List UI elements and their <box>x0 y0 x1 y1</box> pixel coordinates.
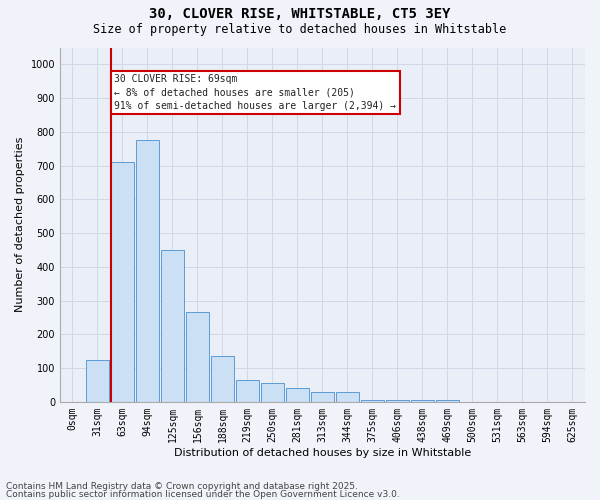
Text: 30 CLOVER RISE: 69sqm
← 8% of detached houses are smaller (205)
91% of semi-deta: 30 CLOVER RISE: 69sqm ← 8% of detached h… <box>114 74 396 111</box>
Text: 30, CLOVER RISE, WHITSTABLE, CT5 3EY: 30, CLOVER RISE, WHITSTABLE, CT5 3EY <box>149 8 451 22</box>
Bar <box>336 392 359 402</box>
Text: Size of property relative to detached houses in Whitstable: Size of property relative to detached ho… <box>94 22 506 36</box>
Bar <box>286 388 309 402</box>
Y-axis label: Number of detached properties: Number of detached properties <box>15 137 25 312</box>
Text: Contains public sector information licensed under the Open Government Licence v3: Contains public sector information licen… <box>6 490 400 499</box>
Bar <box>136 140 158 402</box>
Bar <box>236 380 259 402</box>
X-axis label: Distribution of detached houses by size in Whitstable: Distribution of detached houses by size … <box>174 448 471 458</box>
Bar <box>436 400 459 402</box>
Bar <box>411 400 434 402</box>
Bar <box>261 384 284 402</box>
Bar <box>211 356 233 402</box>
Bar <box>386 400 409 402</box>
Text: Contains HM Land Registry data © Crown copyright and database right 2025.: Contains HM Land Registry data © Crown c… <box>6 482 358 491</box>
Bar <box>86 360 109 402</box>
Bar <box>361 400 384 402</box>
Bar <box>161 250 184 402</box>
Bar <box>111 162 134 402</box>
Bar <box>311 392 334 402</box>
Bar <box>186 312 209 402</box>
